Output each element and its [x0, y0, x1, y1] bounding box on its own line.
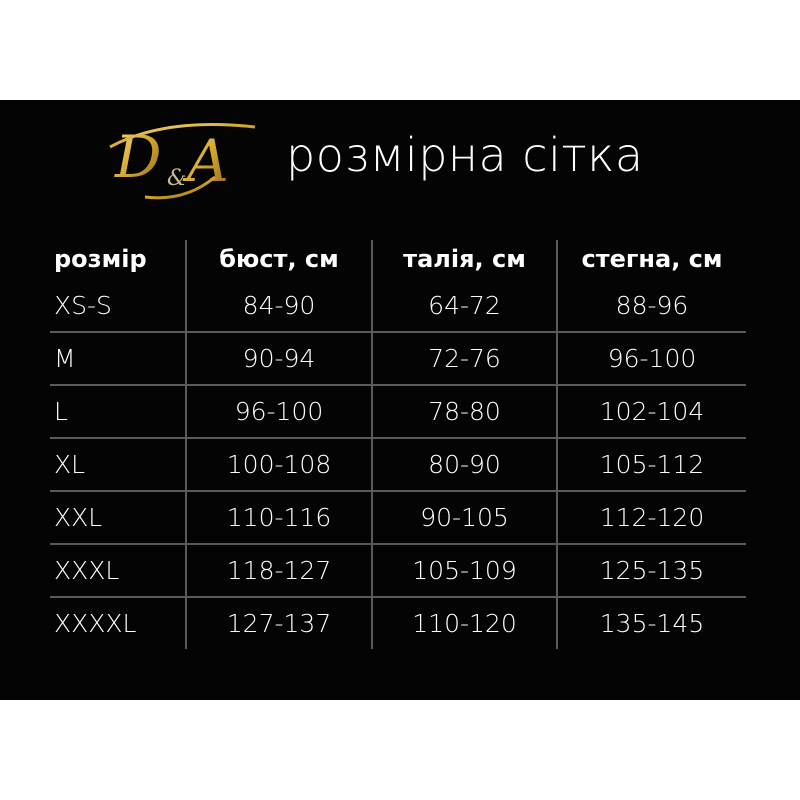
size-table: розмір бюст, см талія, см стегна, см XS-…: [50, 240, 746, 649]
cell-bust: 84-90: [185, 280, 372, 332]
table-row: XXXXL 127-137 110-120 135-145: [50, 597, 746, 649]
cell-waist: 78-80: [371, 385, 557, 438]
header-waist: талія, см: [371, 240, 557, 280]
cell-size: XXXXL: [54, 609, 137, 638]
cell-waist: 90-105: [371, 491, 557, 544]
table-row: XXXL 118-127 105-109 125-135: [50, 544, 746, 597]
cell-bust: 110-116: [185, 491, 372, 544]
cell-size: XL: [54, 450, 86, 479]
cell-hips: 96-100: [556, 332, 746, 385]
cell-bust: 90-94: [185, 332, 372, 385]
cell-waist: 80-90: [371, 438, 557, 491]
cell-size: L: [54, 397, 68, 426]
cell-size: XXL: [54, 503, 103, 532]
svg-text:&: &: [167, 166, 187, 191]
cell-bust: 118-127: [185, 544, 372, 597]
cell-hips: 88-96: [556, 280, 746, 332]
cell-hips: 102-104: [556, 385, 746, 438]
table-row: M 90-94 72-76 96-100: [50, 332, 746, 385]
cell-waist: 105-109: [371, 544, 557, 597]
cell-hips: 105-112: [556, 438, 746, 491]
cell-hips: 135-145: [556, 597, 746, 649]
cell-size: XXXL: [54, 556, 120, 585]
cell-bust: 100-108: [185, 438, 372, 491]
cell-size: XS-S: [54, 291, 112, 320]
page-title: розмірна сітка: [286, 128, 644, 182]
header-bust: бюст, см: [185, 240, 372, 280]
cell-bust: 127-137: [185, 597, 372, 649]
table-header-row: розмір бюст, см талія, см стегна, см: [50, 240, 746, 280]
cell-waist: 64-72: [371, 280, 557, 332]
cell-hips: 125-135: [556, 544, 746, 597]
header-hips: стегна, см: [556, 240, 746, 280]
cell-waist: 110-120: [371, 597, 557, 649]
table-row: XL 100-108 80-90 105-112: [50, 438, 746, 491]
cell-waist: 72-76: [371, 332, 557, 385]
svg-text:D: D: [114, 123, 162, 191]
brand-logo: D & A: [109, 123, 256, 200]
table-row: XS-S 84-90 64-72 88-96: [50, 280, 746, 332]
cell-bust: 96-100: [185, 385, 372, 438]
cell-size: M: [54, 344, 76, 373]
cell-hips: 112-120: [556, 491, 746, 544]
header-size: розмір: [54, 245, 147, 273]
table-row: XXL 110-116 90-105 112-120: [50, 491, 746, 544]
table-row: L 96-100 78-80 102-104: [50, 385, 746, 438]
